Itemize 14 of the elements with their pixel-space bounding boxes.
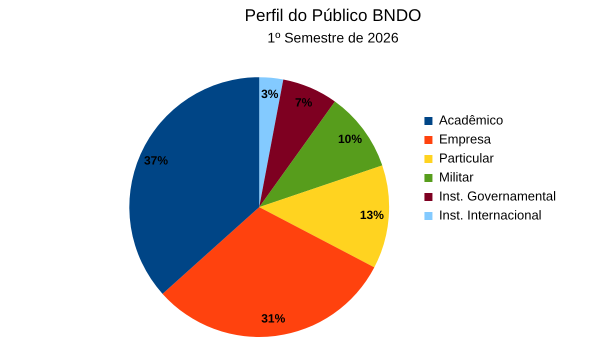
legend-label: Inst. Governamental xyxy=(438,188,556,204)
legend-label: Particular xyxy=(438,150,495,166)
data-label: 10% xyxy=(338,132,362,146)
legend-label: Militar xyxy=(438,170,474,185)
data-label: 3% xyxy=(261,86,279,101)
legend-label: Acadêmico xyxy=(438,112,504,128)
data-label: 31% xyxy=(261,312,286,326)
legend-label: Inst. Internacional xyxy=(438,208,542,223)
legend-label: Empresa xyxy=(438,132,492,147)
data-label: 37% xyxy=(144,153,168,168)
chart-subtitle: 1º Semestre de 2026 xyxy=(267,30,399,46)
data-label: 7% xyxy=(295,96,313,110)
chart-title: Perfil do Público BNDO xyxy=(244,6,422,25)
data-label: 13% xyxy=(360,208,384,222)
